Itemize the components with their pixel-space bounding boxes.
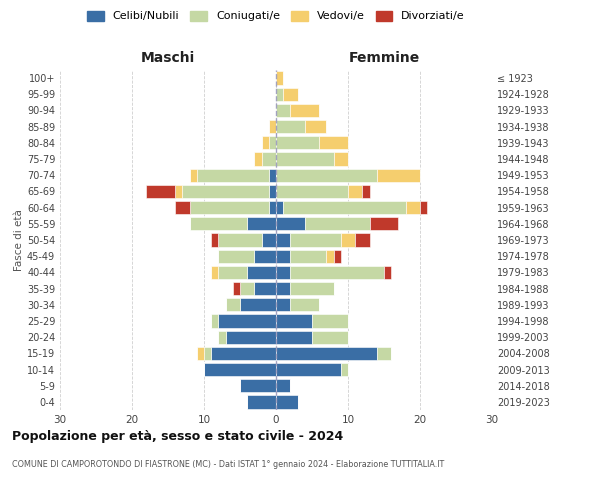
Text: Maschi: Maschi xyxy=(141,51,195,65)
Bar xyxy=(276,168,377,182)
Bar xyxy=(305,217,370,230)
Bar xyxy=(175,201,190,214)
Bar xyxy=(175,185,182,198)
Bar xyxy=(377,346,391,360)
Bar xyxy=(276,363,341,376)
Bar xyxy=(276,379,290,392)
Bar xyxy=(204,363,276,376)
Bar xyxy=(262,152,276,166)
Bar xyxy=(290,234,341,246)
Bar xyxy=(283,201,406,214)
Bar xyxy=(326,250,334,263)
Bar xyxy=(269,136,276,149)
Bar xyxy=(276,201,283,214)
Bar xyxy=(226,330,276,344)
Bar xyxy=(283,88,298,101)
Text: Popolazione per età, sesso e stato civile - 2024: Popolazione per età, sesso e stato civil… xyxy=(12,430,343,443)
Bar xyxy=(182,185,269,198)
Text: Femmine: Femmine xyxy=(349,51,419,65)
Bar xyxy=(262,234,276,246)
Bar xyxy=(240,379,276,392)
Bar xyxy=(254,250,276,263)
Bar xyxy=(247,217,276,230)
Bar xyxy=(226,298,240,312)
Bar xyxy=(341,363,348,376)
Legend: Celibi/Nubili, Coniugati/e, Vedovi/e, Divorziati/e: Celibi/Nubili, Coniugati/e, Vedovi/e, Di… xyxy=(87,10,465,22)
Bar xyxy=(276,346,377,360)
Bar xyxy=(190,217,247,230)
Bar xyxy=(197,346,204,360)
Bar xyxy=(276,282,290,295)
Bar xyxy=(190,168,197,182)
Bar xyxy=(211,234,218,246)
Bar xyxy=(341,234,355,246)
Bar xyxy=(211,314,218,328)
Bar xyxy=(276,396,298,408)
Bar xyxy=(211,346,276,360)
Bar xyxy=(420,201,427,214)
Bar xyxy=(334,250,341,263)
Bar xyxy=(240,282,254,295)
Bar xyxy=(204,346,211,360)
Bar xyxy=(276,72,283,85)
Bar xyxy=(290,104,319,117)
Bar xyxy=(190,201,269,214)
Bar xyxy=(218,330,226,344)
Bar xyxy=(276,152,334,166)
Bar xyxy=(240,298,276,312)
Bar xyxy=(276,185,348,198)
Bar xyxy=(269,120,276,134)
Bar xyxy=(269,185,276,198)
Bar xyxy=(218,250,254,263)
Bar xyxy=(290,250,326,263)
Bar xyxy=(218,234,262,246)
Bar xyxy=(276,234,290,246)
Bar xyxy=(377,168,420,182)
Bar xyxy=(290,266,384,279)
Bar xyxy=(370,217,398,230)
Bar xyxy=(269,168,276,182)
Bar xyxy=(276,104,290,117)
Bar xyxy=(276,136,319,149)
Bar xyxy=(254,282,276,295)
Bar xyxy=(305,120,326,134)
Bar xyxy=(276,298,290,312)
Bar xyxy=(355,234,370,246)
Bar xyxy=(211,266,218,279)
Bar xyxy=(290,282,334,295)
Bar xyxy=(312,330,348,344)
Bar xyxy=(276,217,305,230)
Bar xyxy=(276,314,312,328)
Bar xyxy=(247,266,276,279)
Y-axis label: Fasce di età: Fasce di età xyxy=(14,209,24,271)
Bar xyxy=(146,185,175,198)
Bar xyxy=(197,168,269,182)
Bar xyxy=(276,250,290,263)
Bar xyxy=(276,266,290,279)
Bar xyxy=(319,136,348,149)
Bar xyxy=(384,266,391,279)
Bar xyxy=(348,185,362,198)
Bar xyxy=(276,120,305,134)
Bar xyxy=(290,298,319,312)
Bar xyxy=(269,201,276,214)
Bar xyxy=(362,185,370,198)
Bar xyxy=(334,152,348,166)
Bar xyxy=(262,136,269,149)
Bar xyxy=(312,314,348,328)
Bar xyxy=(218,314,276,328)
Bar xyxy=(247,396,276,408)
Bar xyxy=(276,88,283,101)
Bar xyxy=(233,282,240,295)
Bar xyxy=(406,201,420,214)
Text: COMUNE DI CAMPOROTONDO DI FIASTRONE (MC) - Dati ISTAT 1° gennaio 2024 - Elaboraz: COMUNE DI CAMPOROTONDO DI FIASTRONE (MC)… xyxy=(12,460,444,469)
Bar xyxy=(254,152,262,166)
Bar xyxy=(218,266,247,279)
Bar xyxy=(276,330,312,344)
